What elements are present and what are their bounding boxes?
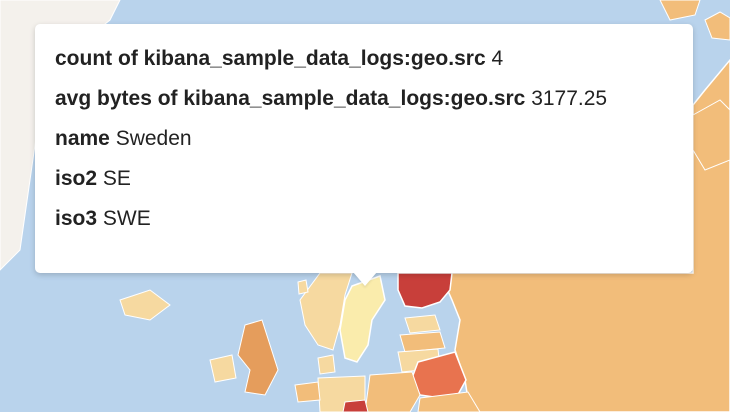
- tooltip-arrow: [353, 272, 377, 286]
- tooltip-value: 4: [491, 47, 504, 70]
- tooltip-key: iso3: [55, 207, 98, 230]
- country-netherlands[interactable]: [294, 381, 321, 403]
- country-iceland[interactable]: [119, 289, 171, 321]
- tooltip-row-iso3: iso3 SWE: [55, 199, 673, 239]
- tooltip-value: SE: [102, 167, 131, 190]
- tooltip-row-iso2: iso2 SE: [55, 159, 673, 199]
- map-tooltip: count of kibana_sample_data_logs:geo.src…: [35, 24, 693, 273]
- tooltip-value: Sweden: [115, 127, 192, 150]
- country-ukraine[interactable]: [417, 391, 481, 412]
- tooltip-row-avg-bytes: avg bytes of kibana_sample_data_logs:geo…: [55, 79, 673, 119]
- country-sweden[interactable]: [339, 275, 386, 363]
- tooltip-key: count of kibana_sample_data_logs:geo.src: [55, 47, 486, 70]
- country-russia-coast: [692, 99, 730, 171]
- tooltip-value: 3177.25: [531, 87, 608, 110]
- tooltip-key: name: [55, 127, 110, 150]
- country-latvia[interactable]: [399, 331, 446, 353]
- tooltip-key: iso2: [55, 167, 98, 190]
- tooltip-row-name: name Sweden: [55, 119, 673, 159]
- arctic-islands: [659, 0, 701, 21]
- tooltip-value: SWE: [102, 207, 151, 230]
- islands-north-sea: [297, 279, 309, 295]
- country-uk[interactable]: [237, 319, 279, 396]
- country-ireland[interactable]: [209, 354, 237, 383]
- country-czechia[interactable]: [342, 399, 369, 412]
- country-denmark[interactable]: [317, 354, 336, 375]
- country-norway[interactable]: [299, 272, 353, 351]
- country-estonia[interactable]: [404, 314, 441, 334]
- tooltip-row-count: count of kibana_sample_data_logs:geo.src…: [55, 39, 673, 79]
- country-poland[interactable]: [364, 371, 421, 412]
- tooltip-key: avg bytes of kibana_sample_data_logs:geo…: [55, 87, 526, 110]
- country-finland[interactable]: [397, 272, 453, 309]
- arctic-island-2: [704, 11, 730, 41]
